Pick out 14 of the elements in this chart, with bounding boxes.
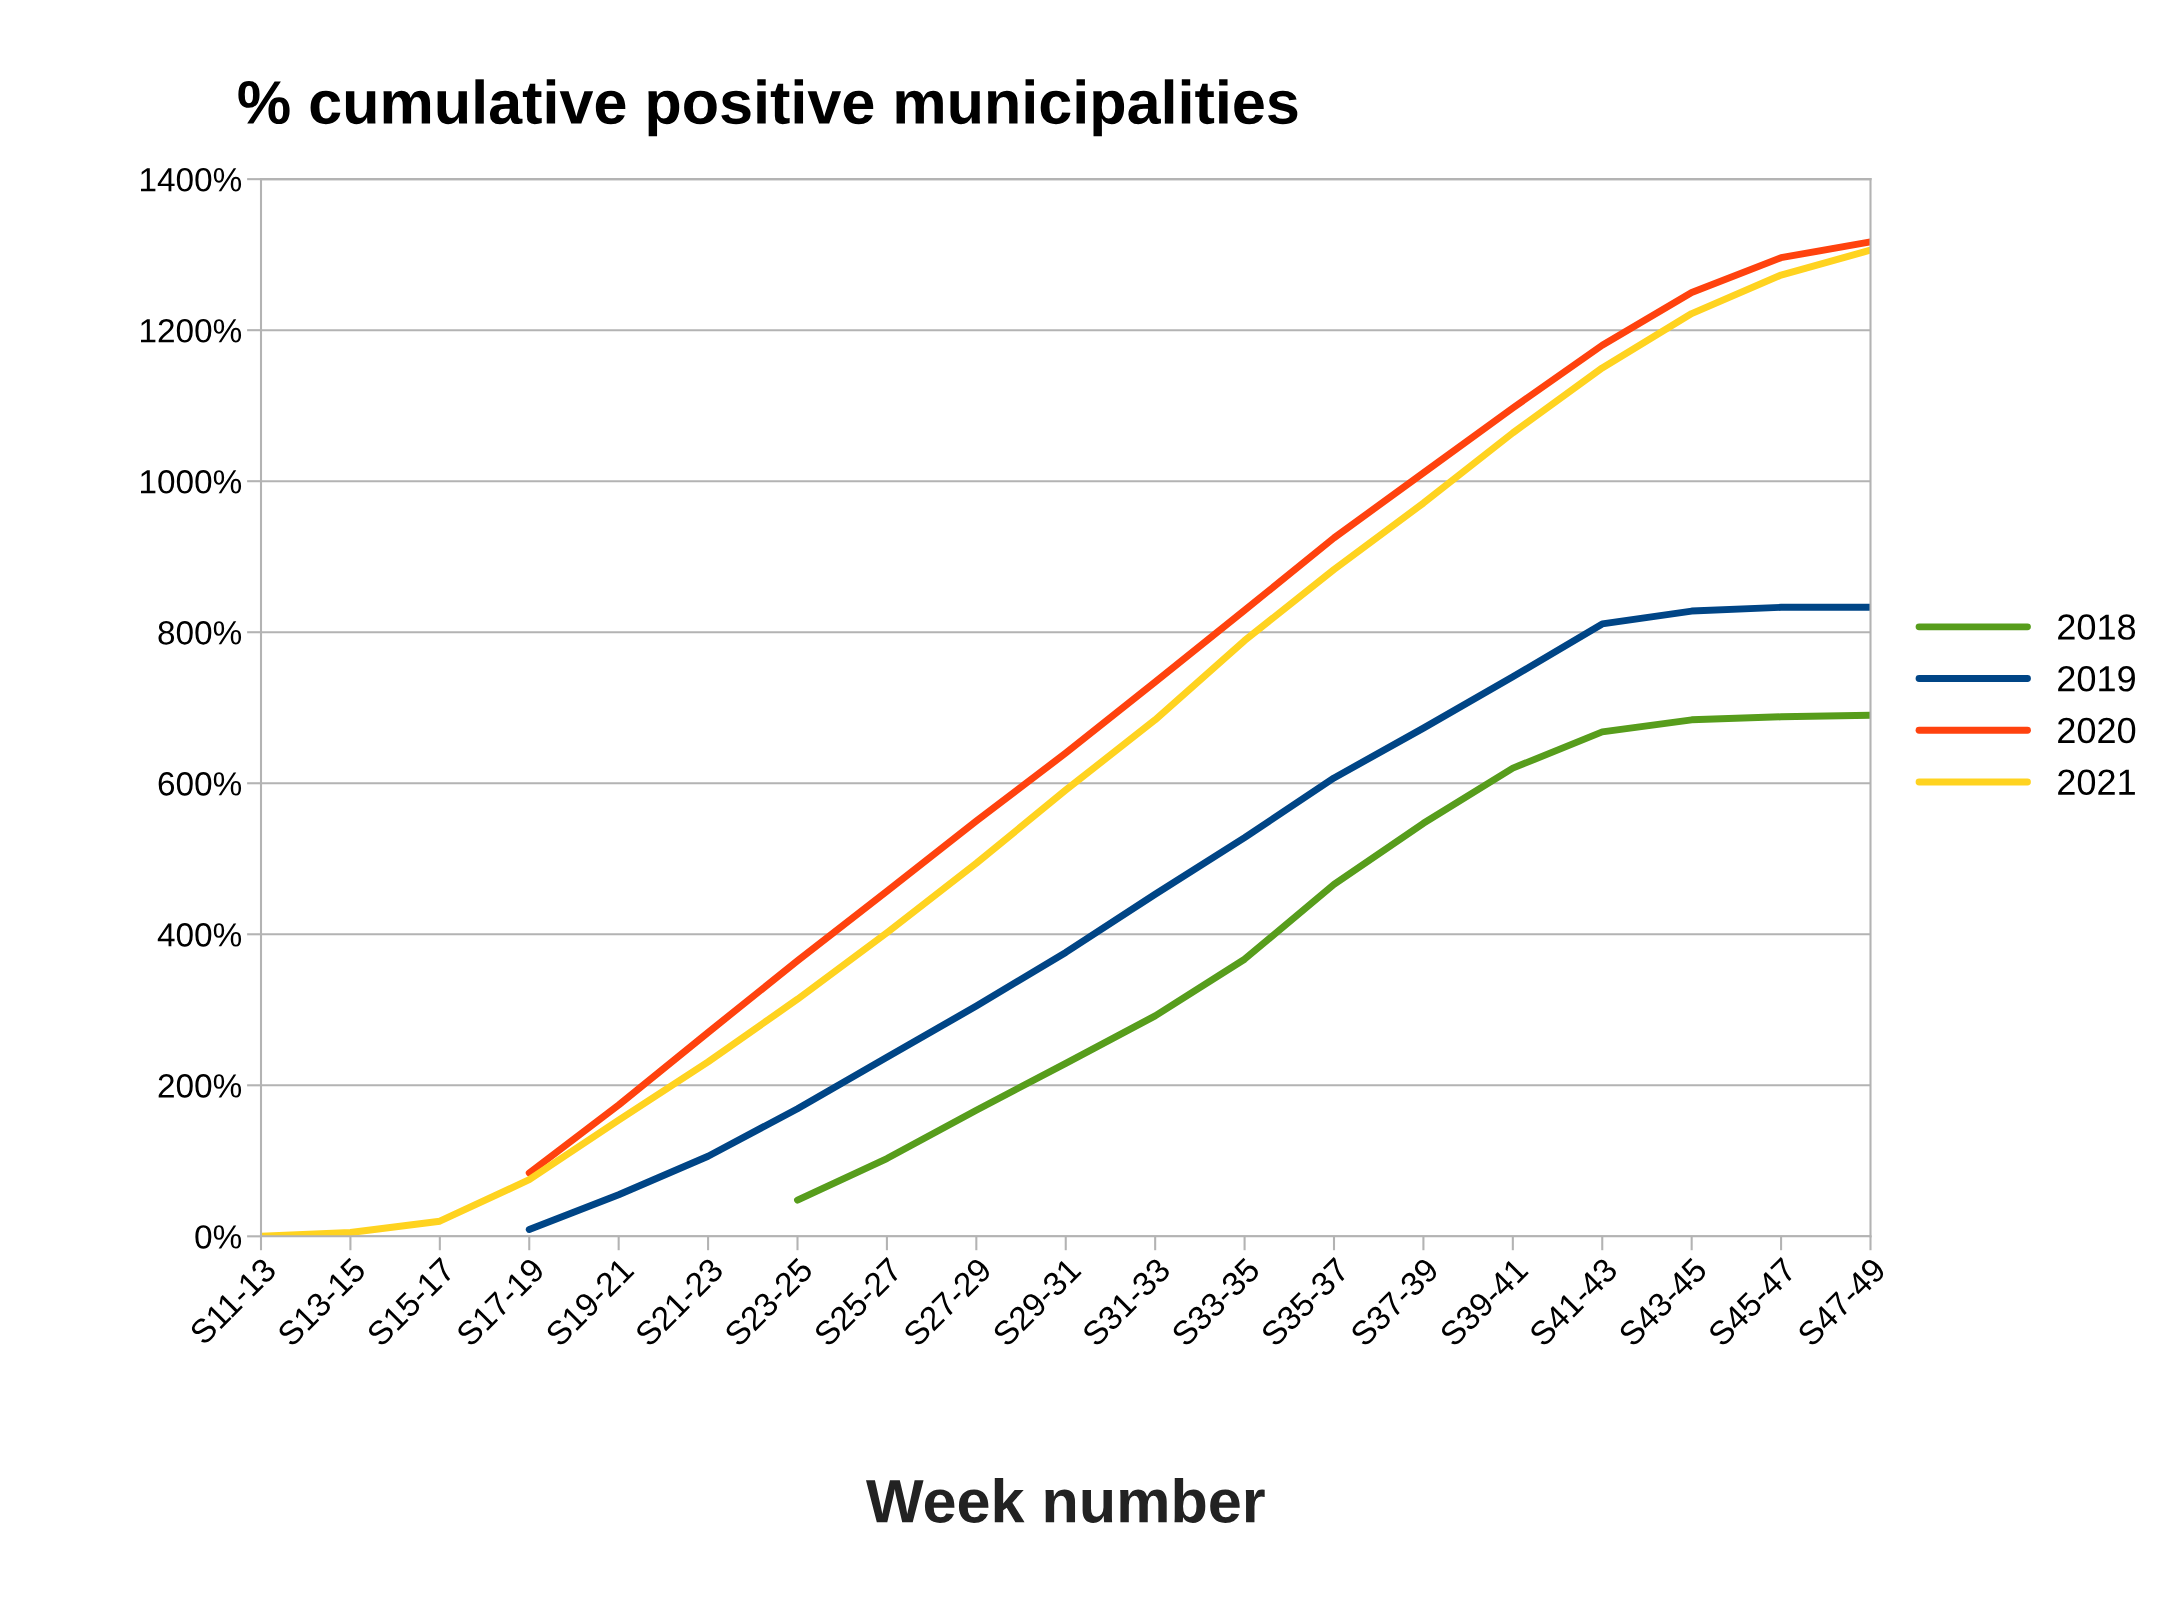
- y-tick-label: 1400%: [141, 167, 242, 192]
- legend-label: 2018: [2058, 614, 2136, 640]
- y-tick-label: 1200%: [141, 318, 242, 343]
- y-tick-label: 800%: [158, 621, 242, 645]
- y-tick-label: 200%: [158, 1074, 242, 1098]
- y-tick-label: 600%: [158, 772, 242, 796]
- y-tick-label: 1000%: [141, 470, 242, 494]
- y-tick-label: 0%: [195, 1225, 242, 1249]
- x-axis-title: Week number: [865, 1478, 1265, 1523]
- chart-title: % cumulative positive municipalities: [238, 79, 1298, 137]
- legend-label: 2020: [2058, 717, 2136, 744]
- legend-label: 2021: [2058, 769, 2135, 796]
- y-tick-label: 400%: [157, 923, 242, 947]
- legend-label: 2019: [2058, 666, 2135, 692]
